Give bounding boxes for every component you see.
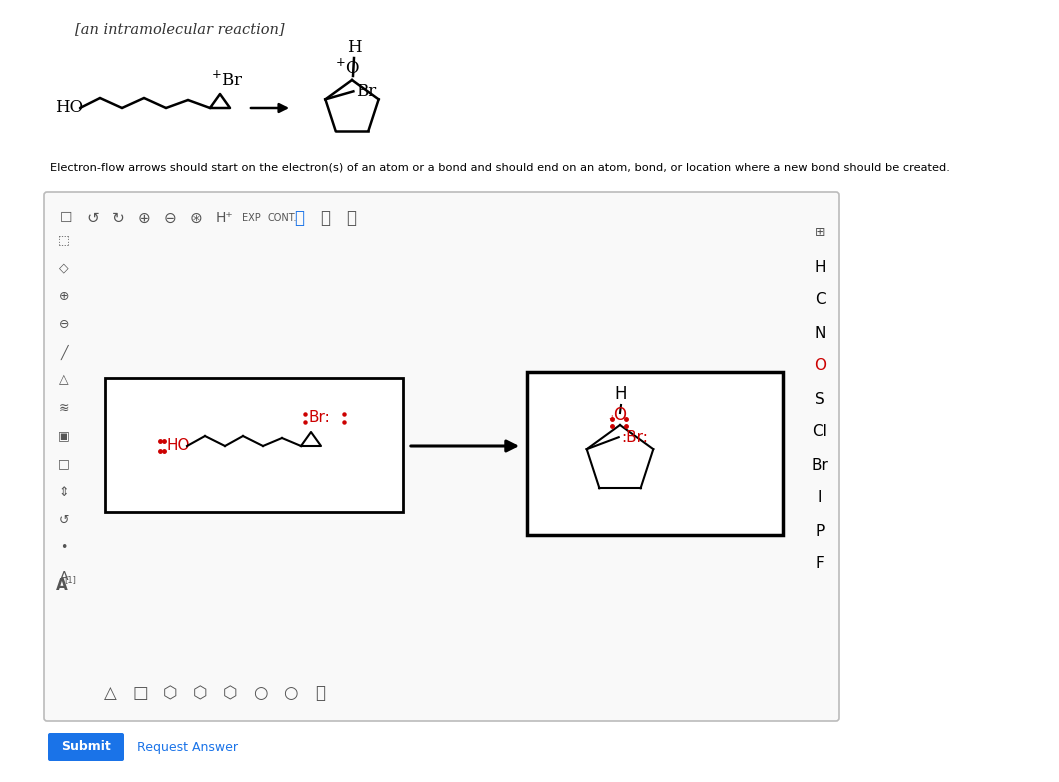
Text: A: A [56, 577, 68, 593]
Text: :Br:: :Br: [622, 429, 648, 445]
Text: ≋: ≋ [58, 401, 69, 414]
FancyBboxPatch shape [48, 733, 124, 761]
Text: S: S [815, 392, 825, 407]
Text: Cl: Cl [812, 425, 827, 439]
Text: ▣: ▣ [58, 429, 70, 443]
Text: Request Answer: Request Answer [137, 741, 238, 754]
Text: HO: HO [55, 99, 83, 117]
Text: ◇: ◇ [59, 261, 69, 274]
Text: H: H [615, 385, 627, 403]
Text: ○: ○ [253, 684, 267, 702]
Text: ↺: ↺ [86, 210, 98, 225]
Text: Submit: Submit [61, 741, 111, 754]
Text: A: A [59, 569, 68, 583]
Text: Br:: Br: [309, 411, 330, 425]
Bar [105, 378, 403, 512]
Text: H: H [814, 260, 826, 274]
Text: EXP: EXP [243, 213, 261, 223]
Text: HO: HO [167, 439, 191, 454]
Text: ⬡: ⬡ [193, 684, 208, 702]
Text: H: H [346, 39, 361, 56]
Text: ↺: ↺ [58, 514, 69, 526]
Text: ⊖: ⊖ [58, 317, 69, 331]
Text: ⛶: ⛶ [315, 684, 325, 702]
Text: ⓘ: ⓘ [294, 209, 304, 227]
Text: ○: ○ [283, 684, 298, 702]
Text: F: F [815, 557, 824, 572]
Text: [1]: [1] [64, 576, 76, 584]
Text: P: P [815, 523, 825, 539]
Text: ⊛: ⊛ [190, 210, 202, 225]
Text: $^{+}$: $^{+}$ [608, 414, 616, 424]
Text: ⊕: ⊕ [138, 210, 150, 225]
Text: [an intramolecular reaction]: [an intramolecular reaction] [75, 22, 285, 36]
Text: ⊞: ⊞ [814, 225, 825, 239]
Text: H⁺: H⁺ [216, 211, 234, 225]
Text: ↻: ↻ [112, 210, 125, 225]
Text: △: △ [104, 684, 116, 702]
Text: Br: Br [357, 83, 377, 100]
Text: $^{+}$O: $^{+}$O [336, 59, 360, 78]
Text: $^{+}$Br: $^{+}$Br [211, 70, 244, 90]
Text: N: N [814, 325, 826, 340]
Text: C: C [814, 292, 825, 307]
Text: ⤢: ⤢ [346, 209, 356, 227]
Text: ⬡: ⬡ [163, 684, 177, 702]
Text: ❓: ❓ [320, 209, 330, 227]
Text: △: △ [59, 374, 69, 386]
Text: ⊕: ⊕ [58, 289, 69, 303]
Text: CONT.: CONT. [268, 213, 298, 223]
Text: ⇕: ⇕ [58, 486, 69, 498]
Text: ⬡: ⬡ [222, 684, 237, 702]
Text: O: O [814, 358, 826, 374]
Text: Br: Br [811, 457, 828, 472]
Text: □: □ [132, 684, 148, 702]
Text: O: O [613, 406, 627, 424]
Text: Electron-flow arrows should start on the electron(s) of an atom or a bond and sh: Electron-flow arrows should start on the… [50, 162, 950, 172]
Text: •: • [60, 541, 68, 554]
FancyBboxPatch shape [44, 192, 839, 721]
Text: ⬚: ⬚ [58, 234, 70, 246]
Text: ⊖: ⊖ [164, 210, 177, 225]
Text: □: □ [58, 457, 70, 471]
Text: ╱: ╱ [60, 344, 68, 360]
Text: ☐: ☐ [60, 211, 72, 225]
Bar [527, 372, 783, 535]
Text: I: I [818, 490, 822, 505]
